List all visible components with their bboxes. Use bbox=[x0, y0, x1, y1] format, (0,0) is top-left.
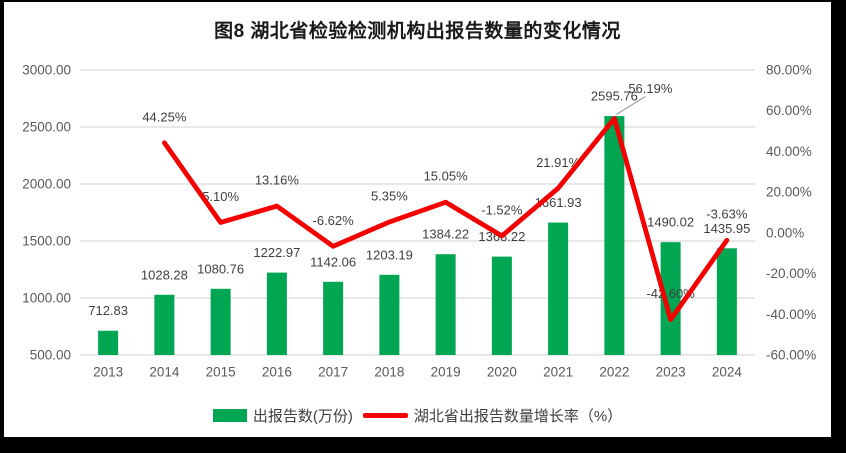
x-axis-tick-label: 2015 bbox=[206, 365, 236, 380]
bar-value-label: 1028.28 bbox=[141, 267, 188, 282]
bar-2015 bbox=[210, 288, 231, 355]
x-axis-tick-label: 2023 bbox=[656, 365, 686, 380]
chart-panel: 3000.00 2500.00 2000.00 1500.00 1000.00 500.0… bbox=[4, 2, 831, 437]
right-axis-tick-label: 80.00% bbox=[766, 63, 812, 78]
left-axis-tick-label: 3000.00 bbox=[22, 63, 71, 78]
line-value-label: -3.63% bbox=[706, 207, 748, 222]
legend-label-growth-rate: 湖北省出报告数量增长率（%） bbox=[413, 407, 623, 425]
label-leader-line bbox=[616, 95, 646, 116]
line-value-label: 44.25% bbox=[142, 109, 187, 124]
bar-2024 bbox=[716, 248, 737, 355]
right-axis-tick-label: -60.00% bbox=[766, 348, 816, 363]
bar-value-label: 1142.06 bbox=[310, 254, 356, 269]
right-axis-tick-label: 0.00% bbox=[766, 225, 804, 240]
bar-2022 bbox=[604, 116, 625, 355]
line-value-label: 13.16% bbox=[255, 173, 300, 188]
legend-item-reports: 出报告数(万份) bbox=[212, 405, 353, 426]
x-axis-tick-label: 2017 bbox=[318, 365, 348, 380]
bar-2016 bbox=[266, 272, 287, 355]
chart-legend: 出报告数(万份) 湖北省出报告数量增长率（%） bbox=[4, 403, 831, 427]
bar-value-label: 1222.97 bbox=[253, 245, 300, 260]
bar-2021 bbox=[548, 222, 569, 355]
x-axis-tick-label: 2024 bbox=[712, 365, 743, 380]
bar-2017 bbox=[323, 281, 344, 355]
right-axis-tick-label: -40.00% bbox=[766, 307, 816, 322]
bar-value-label: 1080.76 bbox=[197, 261, 244, 276]
x-axis-tick-label: 2014 bbox=[149, 365, 180, 380]
bar-value-label: 2595.76 bbox=[591, 89, 638, 104]
x-axis-tick-label: 2022 bbox=[599, 365, 629, 380]
bar-2019 bbox=[435, 254, 456, 355]
bar-series-swatch-icon bbox=[212, 408, 247, 422]
line-value-label: -1.52% bbox=[481, 202, 523, 217]
line-value-label: -6.62% bbox=[313, 213, 355, 228]
x-axis-tick-label: 2016 bbox=[262, 365, 292, 380]
legend-label-reports: 出报告数(万份) bbox=[252, 407, 353, 425]
bar-2023 bbox=[660, 242, 681, 355]
left-axis-tick-label: 2000.00 bbox=[22, 177, 71, 192]
line-value-label: 15.05% bbox=[424, 169, 469, 184]
bar-2013 bbox=[98, 330, 119, 355]
growth-rate-line bbox=[161, 116, 730, 322]
left-axis-tick-label: 1000.00 bbox=[22, 291, 71, 306]
bar-value-label: 1384.22 bbox=[422, 227, 469, 242]
right-axis-tick-label: 40.00% bbox=[766, 144, 812, 159]
line-series-swatch-icon bbox=[362, 412, 408, 418]
bar-value-label: 1490.02 bbox=[647, 215, 694, 230]
line-value-label: -42.60% bbox=[646, 286, 695, 301]
x-axis-tick-label: 2013 bbox=[93, 365, 123, 380]
bar-value-label: 1435.95 bbox=[703, 221, 750, 236]
right-axis-tick-label: 20.00% bbox=[766, 185, 812, 200]
line-value-label: 5.10% bbox=[202, 189, 239, 204]
bar-2020 bbox=[491, 256, 512, 355]
x-axis-tick-label: 2020 bbox=[487, 365, 517, 380]
left-axis-tick-label: 2500.00 bbox=[22, 120, 71, 135]
right-axis-tick-label: 60.00% bbox=[766, 103, 812, 118]
bar-2014 bbox=[154, 294, 175, 355]
chart-plot-area: 3000.00 2500.00 2000.00 1500.00 1000.00 500.0… bbox=[22, 63, 816, 380]
right-axis-tick-label: -20.00% bbox=[766, 266, 816, 281]
chart-title: 图8 湖北省检验检测机构出报告数量的变化情况 bbox=[214, 21, 621, 42]
left-axis-tick-label: 500.00 bbox=[30, 348, 71, 363]
left-axis-tick-label: 1500.00 bbox=[22, 234, 71, 249]
line-value-label: 56.19% bbox=[628, 81, 673, 96]
x-axis-tick-label: 2021 bbox=[543, 365, 573, 380]
x-axis-tick-label: 2019 bbox=[431, 365, 461, 380]
bar-value-label: 1203.19 bbox=[366, 247, 413, 262]
bar-2018 bbox=[379, 274, 400, 355]
bar-value-label: 712.83 bbox=[88, 303, 128, 318]
line-value-label: 5.35% bbox=[371, 188, 408, 203]
line-value-label: 21.91% bbox=[536, 155, 581, 170]
legend-item-growth-rate: 湖北省出报告数量增长率（%） bbox=[362, 405, 623, 426]
x-axis-tick-label: 2018 bbox=[374, 365, 404, 380]
